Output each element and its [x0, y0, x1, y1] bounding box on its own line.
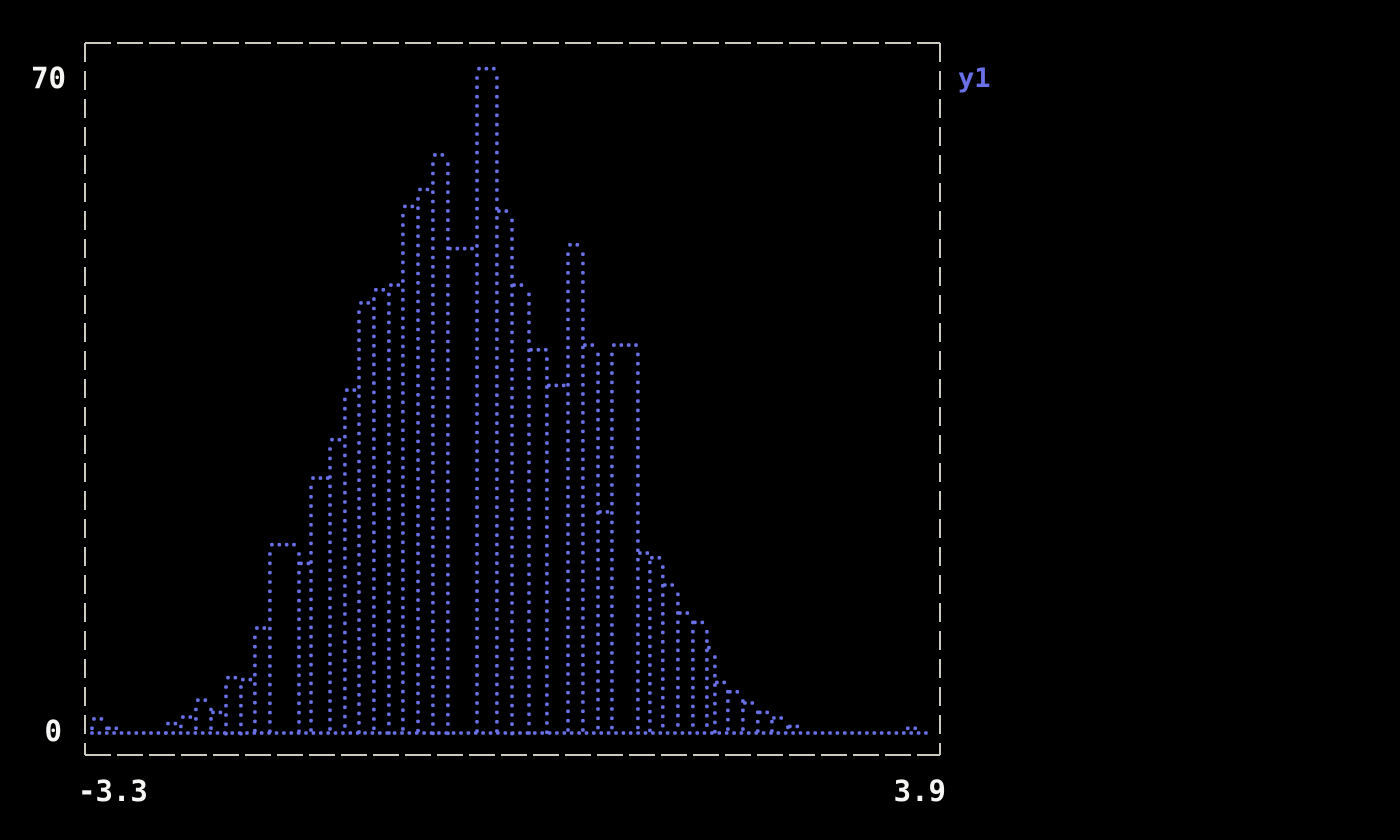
y-axis-tick-bottom: 0 [45, 714, 62, 748]
x-axis-tick-left: -3.3 [78, 774, 148, 808]
plot-border [84, 42, 941, 756]
x-axis-tick-right: 3.9 [894, 774, 946, 808]
legend-label-y1: y1 [958, 63, 991, 94]
histogram-dots [90, 66, 928, 736]
y-axis-tick-top: 70 [31, 61, 66, 95]
